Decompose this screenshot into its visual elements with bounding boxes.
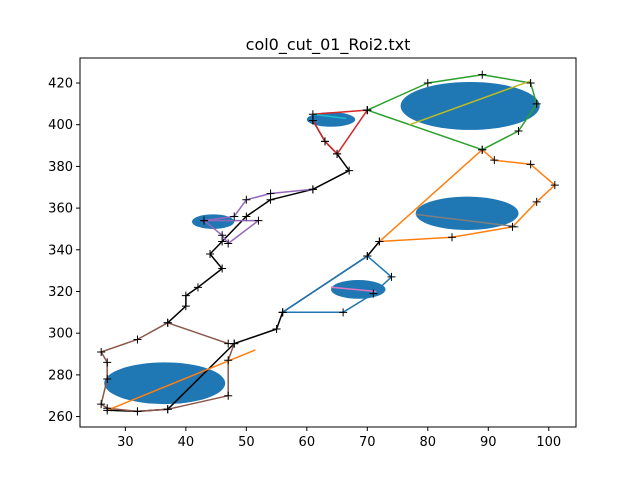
point-marker (133, 335, 142, 344)
point-marker (369, 289, 378, 298)
point-marker (254, 216, 263, 225)
x-tick-label: 50 (238, 435, 255, 450)
ellipse-4 (415, 196, 519, 230)
point-marker (333, 149, 342, 158)
point-marker (163, 405, 172, 414)
x-tick-label: 30 (117, 435, 134, 450)
point-marker (200, 216, 208, 225)
x-tick-label: 70 (359, 435, 376, 450)
point-marker (224, 356, 233, 365)
point-marker (532, 99, 541, 108)
point-marker (550, 181, 559, 190)
point-marker (448, 233, 456, 242)
point-marker (272, 325, 281, 334)
point-marker (308, 110, 317, 119)
x-tick-label: 80 (420, 435, 437, 450)
point-marker (242, 212, 251, 221)
chart-title: col0_cut_01_Roi2.txt (246, 35, 411, 55)
ellipse-0 (104, 362, 226, 405)
y-tick-label: 280 (48, 368, 73, 383)
point-marker (526, 160, 535, 169)
point-marker (514, 126, 523, 135)
y-tick-label: 340 (48, 243, 73, 258)
x-tick-label: 90 (480, 435, 497, 450)
point-marker (532, 197, 541, 206)
point-marker (490, 156, 499, 165)
point-marker (508, 222, 517, 231)
series-line-7 (366, 73, 538, 151)
point-marker (320, 137, 329, 146)
point-marker (218, 264, 227, 273)
point-marker (387, 272, 396, 281)
series-line-8 (409, 80, 531, 126)
y-tick-label: 400 (48, 118, 73, 133)
point-marker (103, 358, 112, 367)
point-marker (103, 404, 112, 413)
point-marker (218, 231, 227, 240)
point-marker (363, 106, 372, 115)
point-marker (230, 212, 239, 221)
point-marker (193, 283, 202, 292)
x-tick-label: 60 (299, 435, 316, 450)
point-marker (97, 400, 106, 409)
y-tick-label: 420 (48, 77, 73, 92)
series-line-6 (312, 113, 347, 120)
series-line-11 (282, 255, 393, 314)
series-line-12 (330, 286, 377, 293)
point-marker (97, 347, 106, 356)
point-marker (103, 375, 112, 384)
point-marker (526, 79, 535, 88)
point-marker (163, 318, 172, 327)
ellipse-3 (400, 81, 540, 130)
x-tick-label: 40 (178, 435, 195, 450)
plot-frame (79, 57, 577, 428)
point-marker (345, 166, 354, 175)
point-marker (363, 252, 372, 261)
x-axis: 30 40 50 60 70 80 90 100 (117, 427, 561, 450)
point-marker (181, 291, 190, 300)
point-marker (478, 70, 487, 79)
point-marker (242, 195, 251, 204)
y-tick-label: 260 (48, 410, 73, 425)
point-marker (423, 79, 432, 88)
point-marker (181, 302, 190, 311)
point-marker (133, 407, 142, 416)
point-marker (224, 239, 233, 248)
point-marker (230, 339, 239, 348)
point-marker (339, 308, 348, 317)
point-marker (278, 308, 287, 317)
ellipse-2 (306, 112, 356, 127)
y-tick-label: 300 (48, 327, 73, 342)
point-marker (224, 391, 233, 400)
y-tick-label: 360 (48, 202, 73, 217)
y-tick-label: 380 (48, 160, 73, 175)
series-line-10 (415, 213, 519, 228)
point-marker (308, 185, 317, 194)
y-tick-label: 320 (48, 285, 73, 300)
point-marker (206, 249, 215, 258)
x-tick-label: 100 (536, 435, 561, 450)
point-marker (375, 237, 384, 246)
point-marker (266, 189, 275, 198)
ellipses-layer (104, 81, 540, 405)
point-marker (478, 145, 487, 154)
markers-layer (97, 70, 559, 416)
y-axis: 260 280 300 320 340 360 380 400 420 (48, 77, 80, 425)
series-line-1 (167, 120, 350, 324)
